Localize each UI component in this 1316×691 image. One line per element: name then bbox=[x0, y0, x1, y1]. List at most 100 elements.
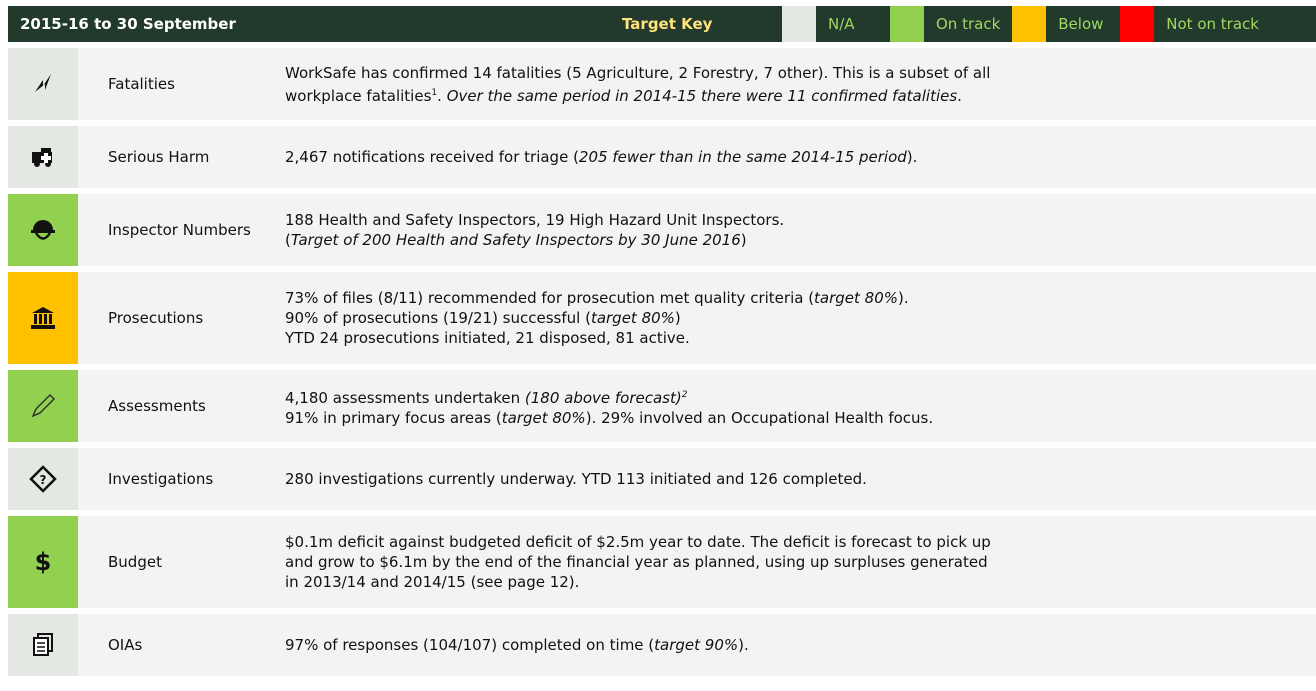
key-swatch bbox=[890, 6, 924, 42]
emphasis: 205 fewer than in the same 2014-15 perio… bbox=[579, 148, 907, 166]
row-description: 97% of responses (104/107) completed on … bbox=[258, 635, 1316, 655]
emphasis: Over the same period in 2014-15 there we… bbox=[447, 87, 957, 105]
text-line: 97% of responses (104/107) completed on … bbox=[285, 635, 1316, 655]
row-description: 280 investigations currently underway. Y… bbox=[258, 469, 1316, 489]
key-swatch bbox=[1120, 6, 1155, 42]
text: target 80% bbox=[501, 408, 586, 427]
text: ) bbox=[740, 231, 747, 249]
emphasis: target 80% bbox=[591, 309, 675, 327]
status-icon bbox=[8, 370, 78, 442]
status-icon: ? bbox=[8, 448, 78, 510]
text: 280 investigations currently underway. Y… bbox=[285, 470, 867, 488]
text: 91% in primary focus areas ( bbox=[285, 408, 502, 427]
svg-text:$: $ bbox=[35, 548, 52, 576]
status-icon bbox=[8, 614, 78, 676]
status-icon bbox=[8, 194, 78, 266]
text-line: and grow to $6.1m by the end of the fina… bbox=[285, 552, 1316, 572]
text-line: workplace fatalities1. Over the same per… bbox=[285, 83, 1316, 106]
key-swatch bbox=[1012, 6, 1047, 42]
emphasis: target 90% bbox=[654, 636, 738, 654]
text-line: 73% of files (8/11) recommended for pros… bbox=[285, 288, 1316, 308]
text-line: $0.1m deficit against budgeted deficit o… bbox=[285, 532, 1316, 552]
row: Fatalities WorkSafe has confirmed 14 fata… bbox=[8, 48, 1316, 120]
text-line: YTD 24 prosecutions initiated, 21 dispos… bbox=[285, 328, 1316, 348]
icon bbox=[33, 633, 53, 656]
text-line: 188 Health and Safety Inspectors, 19 Hig… bbox=[285, 210, 1316, 230]
text: 97% of responses (104/107) completed on … bbox=[285, 636, 655, 654]
status-icon bbox=[8, 48, 78, 120]
status-icon bbox=[8, 126, 78, 188]
text: WorkSafe has confirmed 14 fatalities (5 … bbox=[285, 63, 991, 82]
text-line: 4,180 assessments undertaken (180 above … bbox=[285, 385, 1316, 408]
text-line: 280 investigations currently underway. Y… bbox=[285, 469, 1316, 489]
row-label: Inspector Numbers bbox=[108, 221, 251, 239]
key-label: Target Key bbox=[622, 15, 713, 33]
text: target 90% bbox=[654, 636, 739, 654]
emphasis: target 80% bbox=[502, 409, 586, 427]
text: 73% of files (8/11) recommended for pros… bbox=[285, 289, 815, 307]
text-line: 2,467 notifications received for triage … bbox=[285, 147, 1316, 167]
row-label: Investigations bbox=[108, 470, 214, 488]
key-text: N/A bbox=[828, 15, 855, 33]
row-description: $0.1m deficit against budgeted deficit o… bbox=[258, 532, 1316, 592]
row-description: WorkSafe has confirmed 14 fatalities (5 … bbox=[258, 63, 1316, 106]
row: Assessments 4,180 assessments undertaken … bbox=[8, 370, 1316, 442]
status-icon bbox=[8, 272, 78, 364]
key-text: On track bbox=[936, 15, 1001, 33]
text-line: 91% in primary focus areas (target 80%).… bbox=[285, 408, 1316, 428]
row-label: Prosecutions bbox=[108, 309, 204, 327]
title: 2015-16 to 30 September bbox=[20, 15, 236, 33]
text: 4,180 assessments undertaken bbox=[285, 388, 525, 407]
key-swatch bbox=[782, 6, 816, 42]
row-label: Serious Harm bbox=[108, 148, 210, 166]
text: in 2013/14 and 2014/15 (see page 12). bbox=[285, 573, 580, 591]
text-line: in 2013/14 and 2014/15 (see page 12). bbox=[285, 572, 1316, 592]
row-label: Assessments bbox=[108, 397, 206, 415]
text-line: WorkSafe has confirmed 14 fatalities (5 … bbox=[285, 63, 1316, 83]
text: 205 fewer than in the same 2014-15 perio… bbox=[578, 148, 907, 166]
icon bbox=[32, 148, 52, 167]
text: $0.1m deficit against budgeted deficit o… bbox=[285, 533, 991, 551]
key-text: Below bbox=[1058, 15, 1104, 33]
text: 2,467 notifications received for triage … bbox=[285, 148, 579, 166]
emphasis: (180 above forecast) bbox=[525, 389, 682, 407]
row-description: 73% of files (8/11) recommended for pros… bbox=[258, 288, 1316, 348]
row: OIAs 97% of responses (104/107) completed… bbox=[8, 614, 1316, 676]
text: 90% of prosecutions (19/21) successful ( bbox=[285, 309, 591, 327]
header-bar: 2015-16 to 30 September Target Key N/A On… bbox=[8, 6, 1316, 42]
row: Inspector Numbers 188 Health and Safety I… bbox=[8, 194, 1316, 266]
footnote-ref: 2 bbox=[681, 389, 688, 400]
text-line: (Target of 200 Health and Safety Inspect… bbox=[285, 230, 1316, 250]
text: (180 above forecast) bbox=[524, 388, 682, 407]
icon bbox=[31, 307, 55, 329]
text: ( bbox=[285, 231, 291, 249]
text: workplace fatalities bbox=[285, 86, 432, 105]
row: Prosecutions 73% of files (8/11) recommen… bbox=[8, 272, 1316, 364]
emphasis: target 80% bbox=[814, 289, 898, 307]
text: ). bbox=[906, 148, 918, 166]
text: Target of 200 Health and Safety Inspecto… bbox=[290, 231, 741, 249]
row-description: 4,180 assessments undertaken (180 above … bbox=[258, 385, 1316, 428]
icon bbox=[31, 393, 56, 418]
svg-text:?: ? bbox=[40, 473, 47, 487]
text: and grow to $6.1m by the end of the fina… bbox=[285, 553, 988, 571]
text: target 80% bbox=[590, 309, 675, 327]
row-description: 188 Health and Safety Inspectors, 19 Hig… bbox=[258, 210, 1316, 250]
icon bbox=[35, 74, 51, 92]
footnote-ref: 1 bbox=[431, 87, 438, 98]
row-label: Budget bbox=[108, 553, 162, 571]
row-label: Fatalities bbox=[108, 75, 175, 93]
row: $ Budget $0.1m deficit against budgeted de… bbox=[8, 516, 1316, 608]
status-icon: $ bbox=[8, 516, 78, 608]
text-line: 90% of prosecutions (19/21) successful (… bbox=[285, 308, 1316, 328]
row: Serious Harm 2,467 notifications received… bbox=[8, 126, 1316, 188]
row: ? Investigations 280 investigations curren… bbox=[8, 448, 1316, 510]
text: ). bbox=[738, 636, 749, 654]
text: ) bbox=[674, 309, 681, 327]
text: ). 29% involved an Occupational Health f… bbox=[585, 408, 934, 427]
row-label: OIAs bbox=[108, 636, 143, 654]
text: target 80% bbox=[814, 289, 899, 307]
text: 188 Health and Safety Inspectors, 19 Hig… bbox=[285, 211, 785, 229]
text: YTD 24 prosecutions initiated, 21 dispos… bbox=[285, 329, 690, 347]
